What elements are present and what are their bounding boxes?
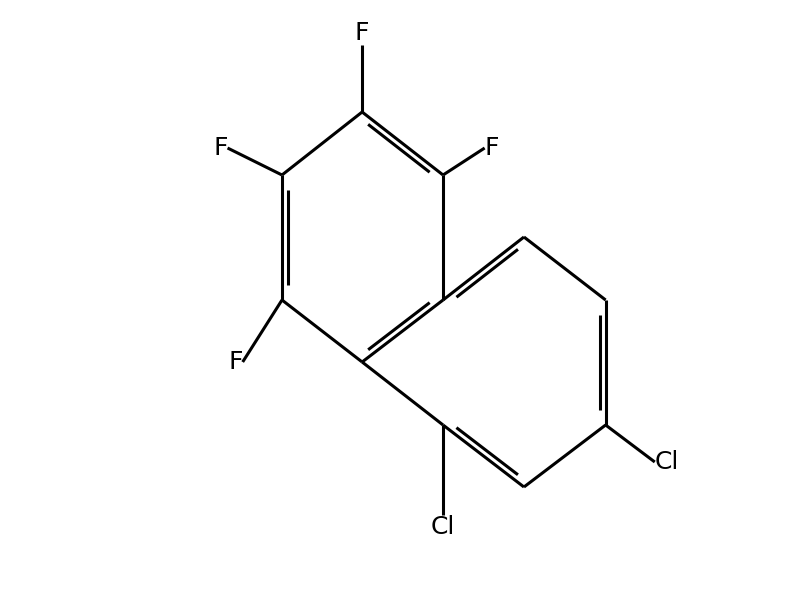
Text: F: F <box>212 136 227 160</box>
Text: Cl: Cl <box>654 450 678 474</box>
Text: F: F <box>484 136 499 160</box>
Text: F: F <box>228 350 242 374</box>
Text: Cl: Cl <box>431 515 455 539</box>
Text: F: F <box>354 21 369 45</box>
